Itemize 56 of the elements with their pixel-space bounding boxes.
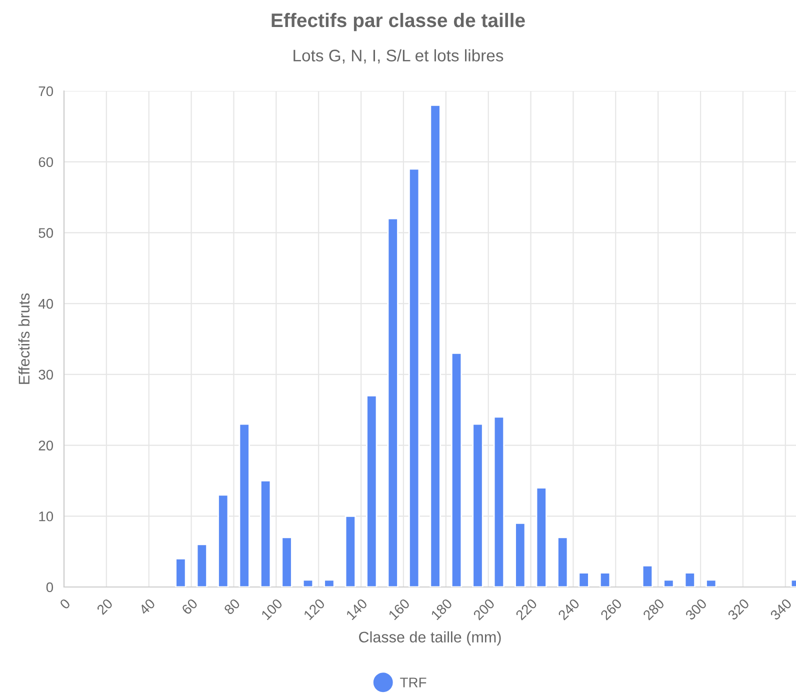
bar [260, 480, 272, 587]
legend-label: TRF [400, 678, 426, 688]
x-tick-label: 160 [388, 598, 410, 620]
bar [536, 487, 547, 587]
y-axis-title: Effectifs bruts [18, 293, 30, 384]
x-tick-label: 140 [346, 598, 368, 620]
x-tick-label: 0 [59, 598, 71, 610]
bar [642, 565, 654, 587]
x-tick-label: 180 [430, 598, 453, 620]
bar [175, 558, 186, 587]
x-tick-label: 200 [472, 598, 496, 621]
y-tick-label: 50 [38, 228, 54, 238]
bar [578, 572, 590, 587]
x-tick-label: 220 [515, 598, 538, 621]
bar [196, 544, 208, 587]
bar [557, 536, 568, 587]
y-tick-label: 70 [38, 86, 54, 96]
x-tick-label: 260 [600, 598, 622, 621]
bar [514, 522, 526, 587]
x-tick-label: 320 [727, 598, 750, 621]
bar [408, 168, 420, 587]
bar [472, 423, 484, 587]
y-tick-label: 40 [38, 298, 54, 309]
x-tick-label: 280 [642, 598, 665, 621]
x-axis-title: Classe de taille (mm) [359, 631, 501, 646]
bar [684, 572, 696, 587]
x-tick-label: 240 [558, 598, 580, 621]
bar [387, 218, 398, 587]
x-tick-label: 100 [260, 598, 284, 620]
y-tick-label: 60 [38, 157, 54, 168]
bar [344, 515, 356, 587]
x-tick-label: 60 [181, 598, 198, 616]
y-tick-label: 20 [38, 440, 54, 450]
y-tick-label: 10 [39, 511, 54, 522]
chart-subtitle: Lots G, N, I, S/L et lots libres [294, 49, 504, 64]
x-tick-label: 300 [684, 598, 708, 621]
bar [493, 416, 505, 587]
bar [238, 423, 250, 587]
x-tick-label: 120 [303, 598, 326, 620]
bar [281, 536, 292, 587]
y-tick-label: 0 [46, 582, 54, 592]
bar [302, 579, 314, 587]
bar [218, 494, 229, 587]
bar [366, 394, 378, 587]
bar [663, 579, 674, 587]
x-tick-label: 340 [770, 598, 792, 621]
bar [430, 104, 441, 587]
x-tick-label: 20 [96, 598, 114, 616]
chart-title: Effectifs par classe de taille [272, 12, 525, 32]
bar [324, 579, 335, 587]
x-tick-label: 40 [138, 598, 156, 616]
bar [706, 579, 717, 587]
x-tick-label: 80 [224, 598, 241, 616]
bar [450, 352, 462, 587]
bar [599, 572, 611, 587]
y-tick-label: 30 [38, 370, 54, 380]
